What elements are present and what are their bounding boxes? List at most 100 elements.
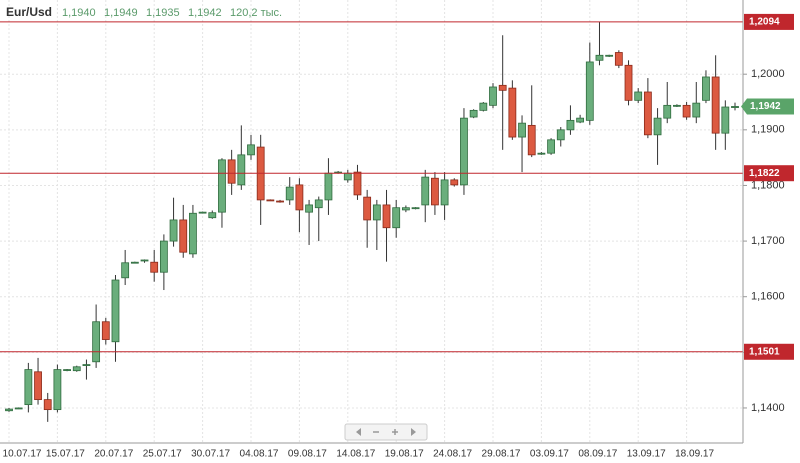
candle-body [469,109,478,118]
candle-body [111,279,120,343]
candle-body [392,207,401,229]
candle-body [295,184,304,211]
candle-body [692,102,701,118]
y-tick-label: 1,1900 [751,124,785,136]
candle-body [305,204,313,213]
candle-body [527,124,536,156]
nav-bar[interactable] [344,423,428,441]
candle-body [363,196,372,221]
candle-body [673,104,681,107]
y-tick-label: 1,1700 [751,235,785,247]
navigator[interactable] [344,423,428,441]
last-price-label: 1,1942 [750,101,781,112]
candle-body [14,407,23,410]
x-tick-label: 20.07.17 [94,449,133,460]
nav-zoom-in[interactable] [392,429,398,435]
level-tag [744,165,794,182]
candle-body [150,261,159,273]
candles [0,21,743,422]
candle-body [72,366,81,372]
candle-body [624,64,633,101]
header-low: 1,1935 [146,7,180,19]
candle-body [266,199,275,202]
x-tick-label: 30.07.17 [191,449,230,460]
candle-body [508,87,517,138]
candle-body [663,104,672,119]
candle-body [372,204,381,221]
x-tick-label: 29.08.17 [482,449,521,460]
candle-body [237,154,246,186]
candle-body [276,200,284,203]
candle-body [498,84,507,91]
candle-body [489,86,497,106]
x-tick-label: 10.07.17 [3,449,42,460]
candle-body [92,321,101,363]
candle-body [34,371,42,401]
candle-body [566,119,575,131]
candle-body [518,122,526,138]
candle-body [53,369,62,411]
x-tick-label: 04.08.17 [240,449,279,460]
x-tick-label: 25.07.17 [143,449,182,460]
candle-body [179,219,188,253]
candle-body [547,139,555,154]
grid [0,0,743,443]
candle-body [585,61,594,121]
x-tick-label: 09.08.17 [288,449,327,460]
candle-body [614,52,623,66]
x-tick-label: 03.09.17 [530,449,569,460]
candle-body [479,102,488,111]
candle-body [130,261,139,264]
candle-body [605,54,614,57]
candle-body [556,129,565,141]
nav-left[interactable] [356,428,361,436]
candle-body [159,240,168,273]
header-open: 1,1940 [62,7,96,19]
candle-body [285,186,294,201]
candle-body [653,117,662,136]
candle-body [460,117,468,186]
candle-body [24,369,33,406]
candle-body [537,152,546,155]
level-tag [744,343,794,360]
candle-body [431,177,439,206]
x-tick-label: 15.07.17 [46,449,85,460]
candle-body [82,364,91,366]
level-label: 1,2094 [749,17,780,28]
candle-body [218,159,226,213]
candle-body [634,91,643,101]
candle-body [682,104,691,118]
y-tick-label: 1,1800 [751,179,785,191]
x-tick-label: 08.09.17 [578,449,617,460]
level-tag [744,13,794,30]
candle-body [63,369,71,371]
header-volume: 120,2 тыс. [230,7,282,19]
x-tick-label: 14.08.17 [336,449,375,460]
candle-body [711,76,720,134]
last-price-tag [741,98,794,115]
header-close: 1,1942 [188,7,222,19]
candle-body [440,179,449,206]
candle-body [343,172,352,181]
candle-body [382,204,391,229]
candle-body [208,212,217,219]
candle-body [702,76,710,101]
candle-body [353,171,362,196]
header-high: 1,1949 [104,7,138,19]
level-label: 1,1822 [749,168,780,179]
candle-body [324,172,333,201]
candle-body [5,408,13,412]
candle-body [101,321,110,340]
candle-body [189,212,197,255]
x-tick-label: 24.08.17 [433,449,472,460]
x-tick-label: 18.09.17 [675,449,714,460]
nav-right[interactable] [411,428,416,436]
y-tick-label: 1,2000 [751,68,785,80]
candle-body [411,207,420,210]
symbol: Eur/Usd [6,5,52,19]
y-tick-label: 1,1600 [751,291,785,303]
candle-body [731,106,739,108]
candle-body [198,211,207,214]
